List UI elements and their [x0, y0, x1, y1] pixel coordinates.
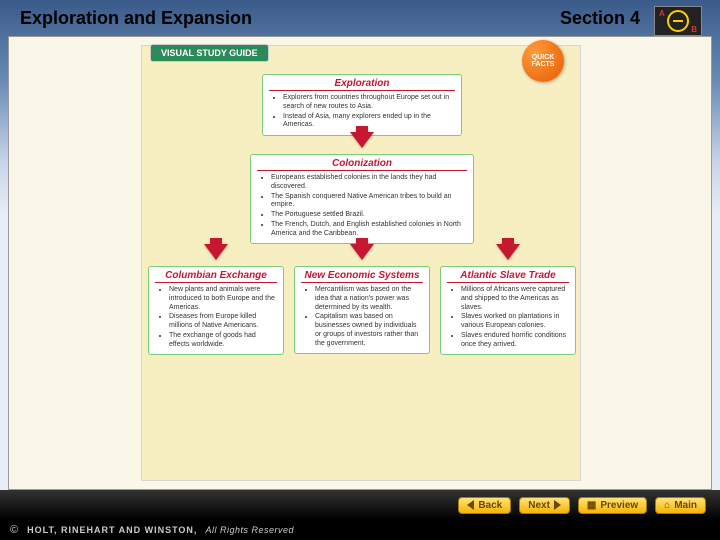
- back-button[interactable]: Back: [458, 497, 511, 514]
- arrow-down-icon: [204, 244, 228, 260]
- box-slave-trade: Atlantic Slave Trade Millions of African…: [440, 266, 576, 355]
- study-guide-tab: VISUAL STUDY GUIDE: [150, 44, 269, 62]
- preview-label: Preview: [600, 500, 638, 511]
- box-exploration-title: Exploration: [269, 78, 455, 91]
- box-columbian-list: New plants and animals were introduced t…: [155, 286, 277, 349]
- list-item: The exchange of goods had effects worldw…: [169, 332, 277, 350]
- list-item: Europeans established colonies in the la…: [271, 174, 467, 192]
- publisher-name: HOLT, RINEHART AND WINSTON,: [27, 525, 197, 535]
- list-item: Slaves worked on plantations in various …: [461, 313, 569, 331]
- arrow-right-icon: [554, 500, 561, 510]
- box-colonization: Colonization Europeans established colon…: [250, 154, 474, 244]
- list-item: Millions of Africans were captured and s…: [461, 286, 569, 312]
- nav-bar: Back Next ▦ Preview ⌂ Main: [0, 490, 720, 520]
- list-item: New plants and animals were introduced t…: [169, 286, 277, 312]
- main-label: Main: [674, 500, 697, 511]
- copyright-symbol: ©: [10, 524, 19, 536]
- list-item: Capitalism was based on businesses owned…: [315, 313, 423, 348]
- visual-study-guide: VISUAL STUDY GUIDE QUICK FACTS Explorati…: [141, 45, 581, 481]
- header: Exploration and Expansion Section 4: [0, 0, 720, 29]
- box-exploration-list: Explorers from countries throughout Euro…: [269, 94, 455, 130]
- box-economic: New Economic Systems Mercantilism was ba…: [294, 266, 430, 354]
- box-columbian: Columbian Exchange New plants and animal…: [148, 266, 284, 355]
- list-item: Slaves endured horrific conditions once …: [461, 332, 569, 350]
- main-button[interactable]: ⌂ Main: [655, 497, 706, 514]
- quick-facts-line2: FACTS: [532, 61, 555, 68]
- next-label: Next: [528, 500, 550, 511]
- diagram-container: Exploration Explorers from countries thr…: [142, 74, 580, 480]
- box-slave-title: Atlantic Slave Trade: [447, 270, 569, 283]
- slide-body: VISUAL STUDY GUIDE QUICK FACTS Explorati…: [8, 36, 712, 490]
- quick-facts-line1: QUICK: [532, 54, 555, 61]
- list-item: The Portuguese settled Brazil.: [271, 211, 467, 220]
- home-icon: ⌂: [664, 500, 670, 511]
- list-item: Instead of Asia, many explorers ended up…: [283, 113, 455, 131]
- box-colonization-list: Europeans established colonies in the la…: [257, 174, 467, 238]
- arrow-left-icon: [467, 500, 474, 510]
- box-slave-list: Millions of Africans were captured and s…: [447, 286, 569, 349]
- next-button[interactable]: Next: [519, 497, 570, 514]
- list-item: The Spanish conquered Native American tr…: [271, 193, 467, 211]
- list-item: Mercantilism was based on the idea that …: [315, 286, 423, 312]
- back-label: Back: [478, 500, 502, 511]
- page-title-left: Exploration and Expansion: [20, 8, 252, 29]
- arrow-down-icon: [350, 132, 374, 148]
- list-item: The French, Dutch, and English establish…: [271, 221, 467, 239]
- footer: © HOLT, RINEHART AND WINSTON, All Rights…: [0, 520, 720, 540]
- box-columbian-title: Columbian Exchange: [155, 270, 277, 283]
- list-item: Explorers from countries throughout Euro…: [283, 94, 455, 112]
- box-economic-title: New Economic Systems: [301, 270, 423, 283]
- preview-icon: ▦: [587, 500, 596, 511]
- arrow-down-icon: [350, 244, 374, 260]
- page-title-right: Section 4: [560, 8, 640, 29]
- box-economic-list: Mercantilism was based on the idea that …: [301, 286, 423, 348]
- arrow-down-icon: [496, 244, 520, 260]
- preview-button[interactable]: ▦ Preview: [578, 497, 647, 514]
- box-colonization-title: Colonization: [257, 158, 467, 171]
- rights-text: All Rights Reserved: [205, 525, 294, 535]
- list-item: Diseases from Europe killed millions of …: [169, 313, 277, 331]
